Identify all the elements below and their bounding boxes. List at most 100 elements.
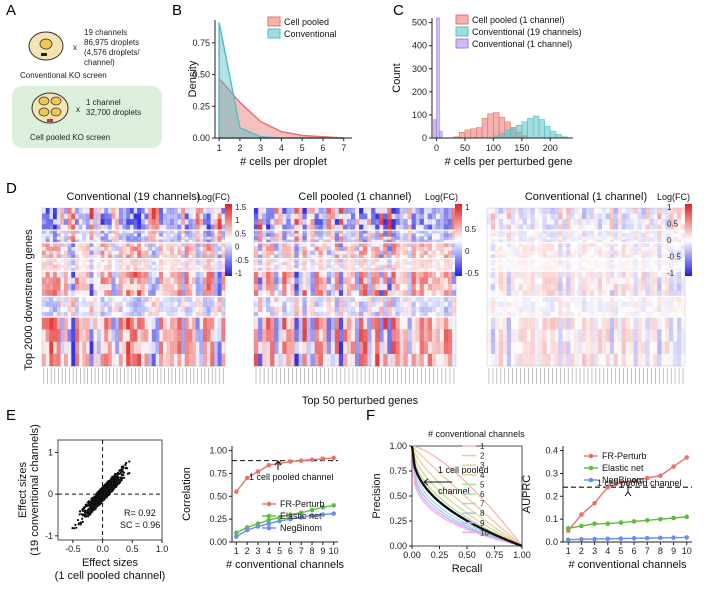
heatmap-cell (558, 254, 563, 259)
heatmap-cell (530, 306, 535, 313)
heatmap-cell (310, 283, 315, 291)
heatmap-cell (82, 329, 87, 342)
heatmap-cell (451, 236, 457, 240)
heatmap-cell (387, 296, 392, 302)
heatmap-cell (618, 243, 622, 247)
heatmap-cell (391, 219, 396, 225)
heatmap-cell (258, 317, 263, 330)
heatmap-cell (290, 224, 295, 231)
heatmap-cell (192, 246, 196, 251)
heatmap-cell (665, 224, 670, 231)
heatmap-cell (262, 353, 267, 367)
heatmap-cell (115, 264, 120, 269)
heatmap-cell (451, 208, 457, 214)
heatmap-cell (661, 311, 666, 318)
heatmap-cell (330, 283, 335, 291)
heatmap-cell (346, 239, 352, 243)
heatmap-cell (294, 317, 299, 330)
heatmap-cell (107, 271, 112, 278)
heatmap-cell (322, 341, 327, 354)
heatmap-cell (395, 290, 400, 297)
heatmap-cell (206, 341, 211, 354)
heatmap-cell (334, 233, 340, 237)
heatmap-cell (314, 224, 319, 231)
heatmap-cell (502, 224, 507, 231)
heatmap-cell (96, 301, 101, 307)
heatmap-cell (221, 230, 226, 234)
heatmap-cell (415, 224, 420, 231)
heatmap-cell (407, 311, 412, 318)
heatmap-cell (89, 317, 94, 330)
heatmap-cell (589, 230, 595, 234)
heatmap-cell (159, 317, 163, 330)
heatmap-cell (217, 254, 222, 259)
heatmap-cell (534, 271, 539, 278)
histogram-bar (555, 134, 562, 139)
heatmap-cell (188, 329, 193, 342)
heatmap-cell (677, 271, 682, 278)
times-symbol-2: x (76, 105, 80, 114)
heatmap-cell (133, 268, 138, 272)
heatmap-cell (431, 224, 436, 231)
heatmap-cell (322, 224, 327, 231)
heatmap-cell (85, 290, 90, 297)
heatmap-cell (630, 214, 634, 220)
heatmap-cell (359, 246, 364, 251)
heatmap-cell (74, 317, 79, 330)
heatmap-cell (657, 283, 662, 291)
heatmap-cell (214, 264, 218, 269)
heatmap-cell (188, 219, 193, 225)
heatmap-cell (290, 296, 295, 302)
heatmap-cell (570, 236, 575, 240)
heatmap-cell (144, 302, 148, 307)
heatmap-cell (534, 341, 539, 354)
heatmap-cell (306, 208, 311, 214)
heatmap-cell (266, 296, 271, 302)
heatmap-cell (515, 214, 519, 220)
heatmap-cell (546, 224, 551, 231)
heatmap-cell (155, 283, 160, 291)
heatmap-cell (140, 213, 145, 220)
heatmap-cell (403, 258, 408, 262)
heatmap-cell (649, 265, 653, 268)
heatmap-cell (122, 277, 127, 285)
heatmap-cell (403, 290, 408, 297)
heatmap-cell (45, 236, 50, 240)
heatmap-cell (399, 258, 404, 262)
heatmap-cell (133, 290, 138, 297)
heatmap-cell (395, 301, 400, 307)
heatmap-cell (669, 277, 674, 285)
heatmap-cell (629, 329, 634, 342)
heatmap-cell (570, 329, 574, 341)
heatmap-cell (294, 219, 299, 225)
heatmap-cell (71, 246, 76, 251)
heatmap-cell (498, 239, 504, 243)
heatmap-cell (669, 258, 674, 262)
heatmap-cell (629, 219, 634, 225)
heatmap-cell (217, 329, 222, 342)
heatmap-cell (589, 233, 595, 237)
heatmap-cell (601, 242, 606, 247)
heatmap-cell (173, 353, 178, 367)
heatmap-cell (346, 258, 352, 262)
cell-icon (38, 96, 50, 106)
heatmap-cell (126, 283, 131, 291)
heatmap-cell (593, 311, 599, 318)
heatmap-cell (562, 353, 567, 367)
heatmap-cell (511, 354, 515, 366)
heatmap-cell (42, 254, 46, 259)
heatmap-cell (375, 341, 380, 354)
heatmap-cell (310, 236, 315, 240)
heatmap-cell (546, 296, 551, 302)
heatmap-cell (645, 230, 650, 234)
heatmap-cell (546, 306, 551, 313)
heatmap-cell (498, 224, 504, 231)
heatmap-cell (214, 277, 218, 285)
heatmap-cell (494, 301, 500, 307)
heatmap-cell (665, 261, 670, 266)
heatmap-cell (334, 329, 340, 342)
histogram-bar (498, 133, 506, 139)
heatmap-cell (159, 341, 163, 354)
heatmap-cell (621, 301, 626, 307)
heatmap-cell (630, 317, 634, 329)
